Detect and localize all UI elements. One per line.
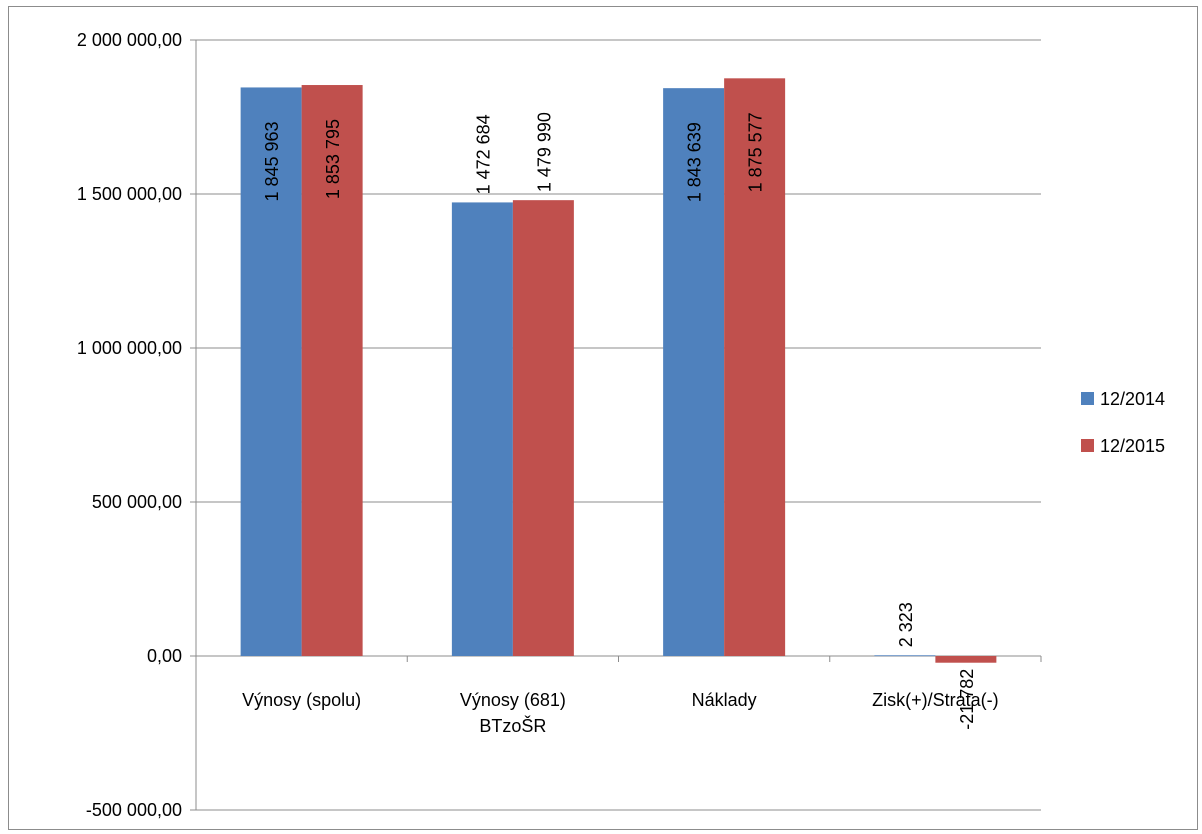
category-label: Zisk(+)/Strata(-) <box>872 690 999 710</box>
y-tick-label: 0,00 <box>147 646 182 666</box>
y-tick-label: -500 000,00 <box>86 800 182 820</box>
legend-swatch <box>1081 392 1094 405</box>
data-label: 1 845 963 <box>262 121 282 201</box>
bar <box>240 87 302 656</box>
data-label: 1 843 639 <box>685 122 705 202</box>
legend-label: 12/2015 <box>1100 436 1165 456</box>
bar <box>512 200 574 656</box>
bar <box>663 88 725 657</box>
y-tick-label: 2 000 000,00 <box>77 30 182 50</box>
category-label: BTzoŠR <box>479 715 546 736</box>
y-tick-label: 500 000,00 <box>92 492 182 512</box>
bar <box>724 78 786 657</box>
data-label: 1 479 990 <box>534 112 554 192</box>
data-label: 2 323 <box>896 602 916 647</box>
category-label: Náklady <box>692 690 757 710</box>
category-label: Výnosy (spolu) <box>242 690 361 710</box>
bar <box>874 655 936 657</box>
bar <box>301 85 363 657</box>
legend-label: 12/2014 <box>1100 389 1165 409</box>
legend-swatch <box>1081 439 1094 452</box>
bar <box>935 656 997 663</box>
data-label: 1 853 795 <box>323 119 343 199</box>
data-label: 1 472 684 <box>473 114 493 194</box>
bar <box>451 202 513 656</box>
category-label: Výnosy (681) <box>460 690 566 710</box>
chart-frame <box>8 6 1198 830</box>
y-tick-label: 1 500 000,00 <box>77 184 182 204</box>
data-label: -21 782 <box>957 669 977 730</box>
data-label: 1 875 577 <box>746 112 766 192</box>
y-tick-label: 1 000 000,00 <box>77 338 182 358</box>
